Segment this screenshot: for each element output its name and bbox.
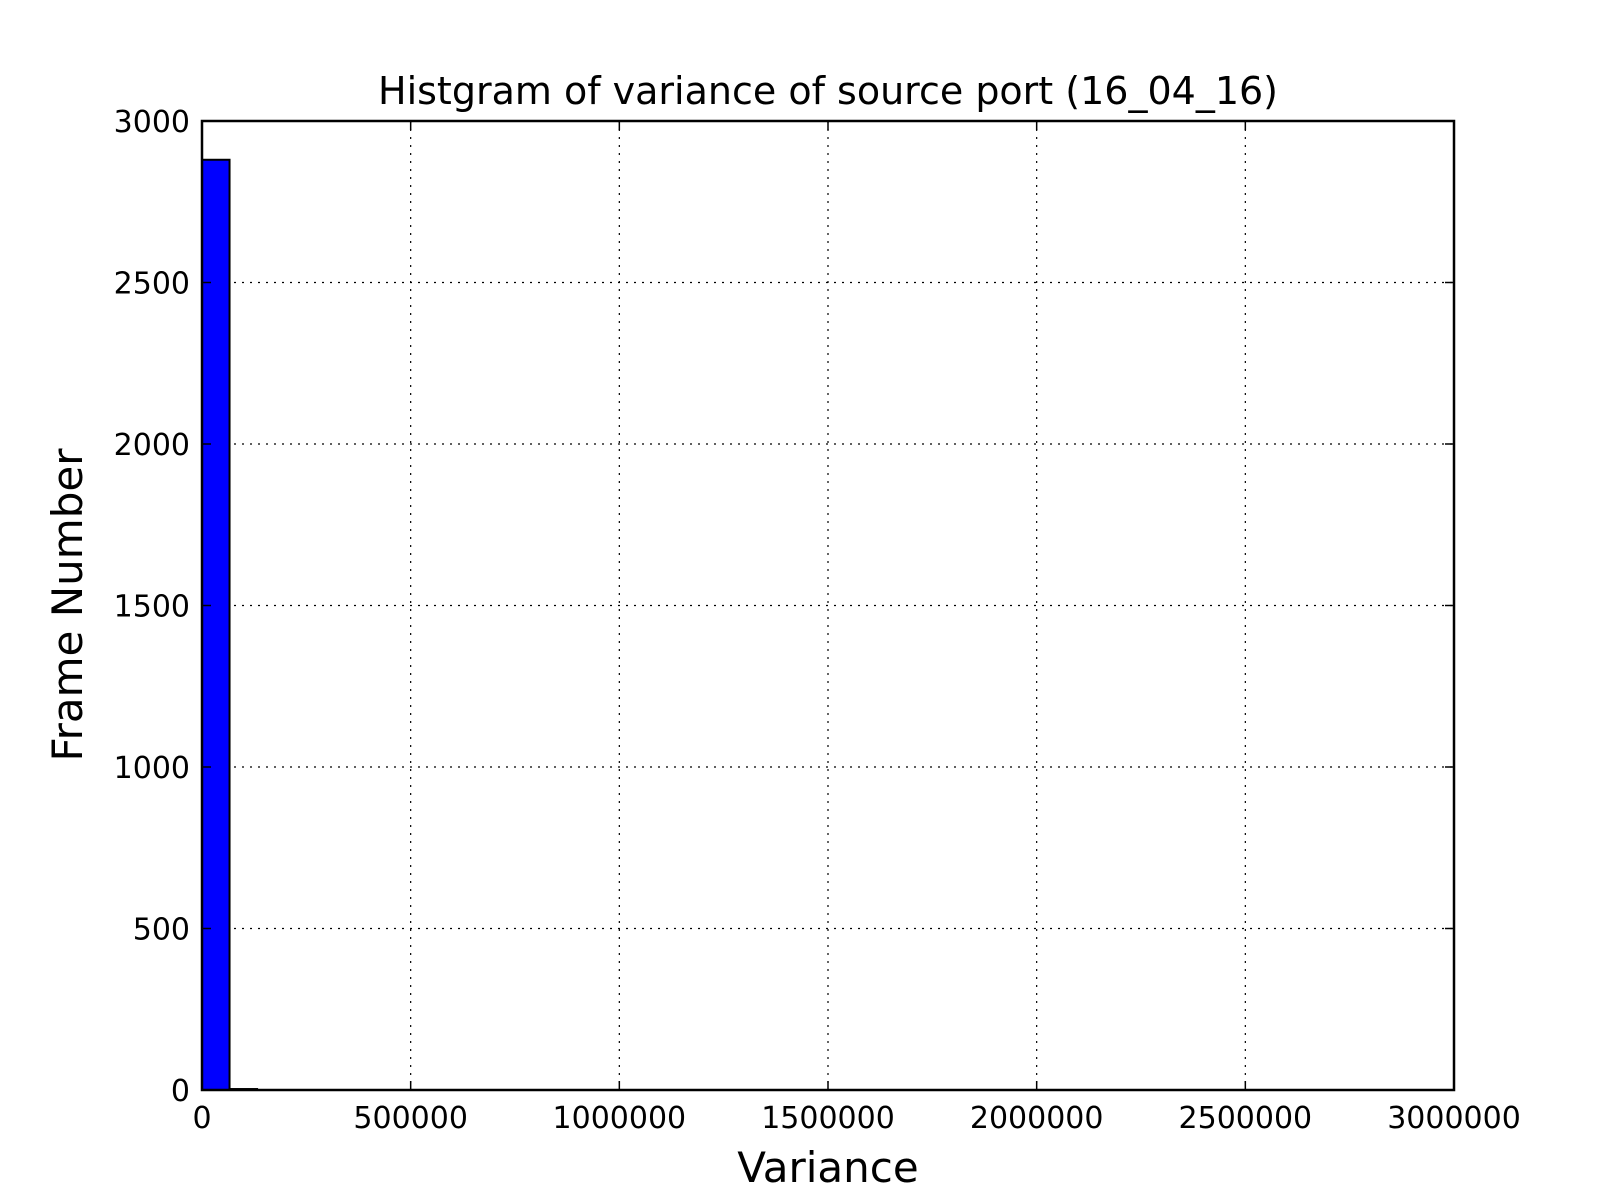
y-tick-labels: 0 500 1000 1500 2000 2500 3000 bbox=[114, 105, 190, 1109]
y-tick-label: 500 bbox=[133, 913, 190, 948]
x-tick-labels: 0 500000 1000000 1500000 2000000 2500000 30000… bbox=[192, 1101, 1520, 1136]
x-tick-label: 1000000 bbox=[553, 1101, 687, 1136]
y-tick-label: 3000 bbox=[114, 105, 190, 140]
grid-lines bbox=[202, 121, 1454, 1090]
y-axis-label: Frame Number bbox=[43, 448, 92, 762]
x-tick-label: 1500000 bbox=[761, 1101, 895, 1136]
y-tick-label: 2000 bbox=[114, 428, 190, 463]
chart-title: Histgram of variance of source port (16_… bbox=[378, 69, 1278, 113]
axis-ticks bbox=[201, 120, 1455, 1091]
x-tick-label: 2500000 bbox=[1179, 1101, 1313, 1136]
y-tick-label: 1500 bbox=[114, 590, 190, 625]
y-tick-label: 0 bbox=[171, 1074, 190, 1109]
y-tick-label: 1000 bbox=[114, 751, 190, 786]
x-axis-label: Variance bbox=[737, 1143, 918, 1192]
x-tick-label: 2000000 bbox=[970, 1101, 1104, 1136]
histogram-bar-0 bbox=[201, 158, 231, 1091]
x-tick-label: 500000 bbox=[353, 1101, 468, 1136]
x-tick-label: 3000000 bbox=[1387, 1101, 1521, 1136]
x-tick-label: 0 bbox=[192, 1101, 211, 1136]
y-tick-label: 2500 bbox=[114, 267, 190, 302]
histogram-bars bbox=[201, 158, 259, 1092]
